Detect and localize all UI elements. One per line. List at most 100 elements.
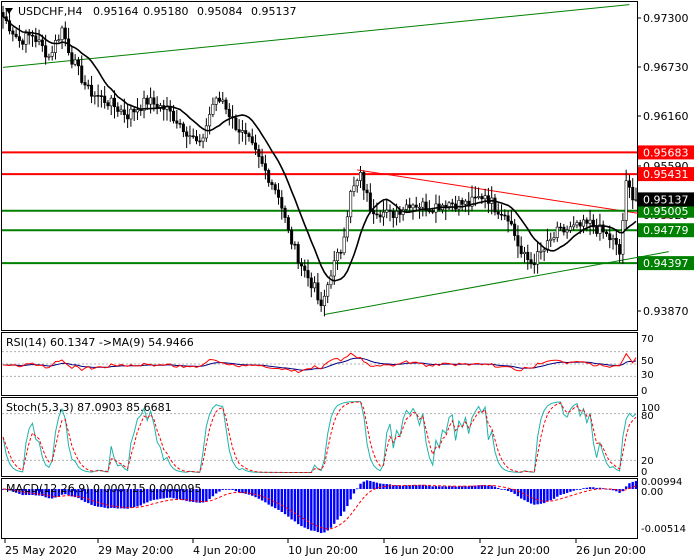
macd-bar	[316, 489, 320, 533]
macd-bar	[395, 485, 398, 489]
macd-bar	[195, 489, 198, 503]
macd-bar	[569, 489, 572, 492]
candle-body	[129, 108, 133, 120]
level-price-label: 0.95683	[643, 146, 689, 159]
macd-bar	[372, 481, 375, 489]
macd-bar	[500, 488, 503, 490]
candle-body	[195, 136, 199, 142]
candle-body	[313, 282, 317, 289]
macd-bar	[93, 489, 97, 507]
candle-body	[67, 38, 71, 53]
trendline-0	[2, 4, 630, 68]
macd-bar	[303, 489, 306, 528]
candle-body	[280, 197, 284, 209]
macd-panel-frame	[1, 478, 638, 539]
candle-body	[73, 59, 77, 65]
macd-bar	[267, 489, 270, 505]
candle-body	[381, 211, 385, 218]
macd-bar	[559, 489, 562, 495]
candle-body	[427, 210, 431, 212]
rsi-tick-label: 0	[641, 386, 647, 397]
macd-bar	[257, 489, 261, 499]
candle-body	[50, 52, 54, 57]
candle-body	[391, 211, 395, 218]
candle-body	[627, 180, 631, 188]
time-tick-label: 4 Jun 20:00	[193, 544, 256, 557]
macd-bar	[415, 485, 418, 489]
macd-bar	[165, 489, 169, 498]
macd-bar	[480, 485, 484, 489]
macd-tick-label: -0.00514	[641, 524, 686, 535]
macd-bar	[41, 489, 44, 497]
candle-body	[76, 59, 80, 67]
macd-bar	[359, 483, 362, 489]
candle-body	[27, 32, 31, 36]
macd-bar	[287, 489, 290, 517]
macd-bar	[447, 486, 451, 489]
candle-body	[283, 207, 287, 218]
candle-body	[8, 20, 12, 32]
macd-bar	[175, 489, 179, 499]
current-price-label: 0.95137	[643, 193, 689, 206]
macd-bar	[211, 489, 215, 497]
candle-body	[611, 238, 615, 241]
candle-body	[542, 249, 546, 252]
macd-bar	[237, 489, 241, 493]
level-price-label-bg	[638, 145, 694, 160]
macd-bar	[598, 487, 602, 489]
macd-bar	[24, 489, 28, 495]
candle-body	[240, 130, 244, 133]
stoch-tick-label: 0	[641, 467, 647, 478]
candle-body	[398, 210, 402, 215]
macd-bar	[385, 484, 388, 489]
candle-body	[562, 226, 566, 233]
macd-bar	[50, 489, 54, 499]
candle-body	[296, 244, 300, 264]
macd-bar	[293, 489, 297, 522]
candle-body	[319, 299, 323, 307]
macd-bar	[57, 489, 60, 497]
candle-body	[86, 84, 90, 87]
triangle-down-icon[interactable]	[5, 8, 13, 14]
macd-bar	[585, 487, 589, 489]
macd-bar	[621, 489, 625, 492]
macd-bar	[424, 485, 428, 489]
candle-body	[260, 156, 264, 164]
candle-body	[149, 97, 153, 105]
price-tick-label: 0.96730	[643, 61, 689, 74]
macd-bar	[516, 489, 520, 497]
level-price-label-bg	[638, 167, 694, 182]
candle-body	[572, 224, 576, 228]
macd-bar	[611, 489, 615, 491]
macd-bar	[333, 489, 336, 524]
macd-bar	[136, 489, 139, 507]
macd-bar	[116, 489, 119, 509]
macd-bar	[228, 489, 231, 490]
candle-body	[496, 211, 500, 215]
candle-body	[598, 224, 602, 234]
macd-bar	[628, 483, 631, 489]
candle-body	[395, 210, 399, 218]
candle-body	[263, 163, 267, 171]
macd-bar	[365, 480, 369, 489]
macd-bar	[251, 489, 254, 496]
macd-bar	[487, 485, 490, 489]
macd-bar	[362, 481, 365, 489]
candle-body	[522, 251, 526, 255]
candle-body	[286, 217, 290, 231]
macd-bar	[618, 489, 621, 493]
candle-body	[601, 224, 605, 233]
macd-title: MACD(12,26,9) 0.000715 0.000095	[6, 482, 202, 495]
current-price-label-bg	[638, 192, 694, 207]
macd-bar	[60, 489, 64, 495]
macd-bar	[579, 489, 582, 490]
macd-bar	[139, 489, 142, 506]
candle-body	[621, 220, 625, 255]
macd-bar	[474, 485, 477, 489]
rsi-title: RSI(14) 60.1347 ->MA(9) 54.9466	[6, 336, 194, 349]
candle-body	[470, 196, 474, 207]
macd-bar	[155, 489, 159, 500]
macd-bar	[260, 489, 264, 501]
rsi-tick-label: 50	[641, 356, 654, 367]
